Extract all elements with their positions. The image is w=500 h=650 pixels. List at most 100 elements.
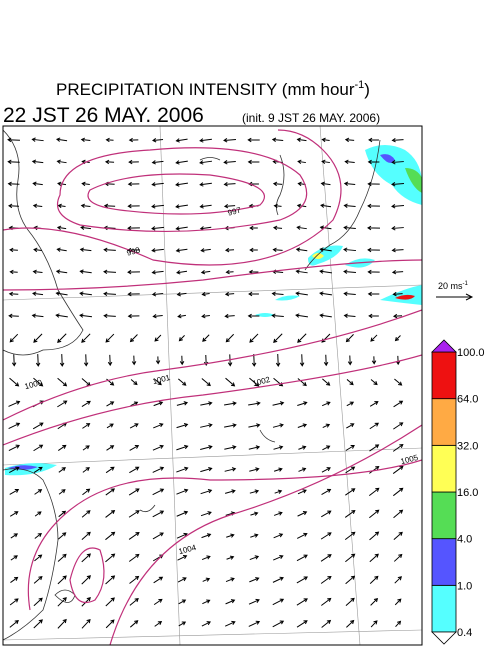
wind-arrow — [393, 531, 403, 540]
wind-arrow — [176, 466, 189, 473]
wind-arrow — [105, 619, 115, 629]
wind-arrow — [249, 577, 260, 583]
wind-arrow — [346, 379, 354, 386]
wind-arrow — [393, 553, 403, 562]
wind-arrow — [250, 511, 259, 516]
wind-arrow — [176, 488, 189, 495]
wind-arrow — [319, 225, 332, 230]
wind-arrow — [321, 619, 332, 628]
wind-arrow — [275, 354, 281, 367]
wind-arrow — [200, 511, 212, 517]
wind-arrow — [272, 598, 285, 606]
colorbar-segment — [431, 491, 457, 540]
wind-arrow — [129, 620, 139, 628]
wind-arrow — [152, 466, 165, 473]
colorbar-label: 1.0 — [457, 580, 472, 592]
wind-arrow — [248, 423, 261, 428]
wind-arrow — [273, 445, 284, 450]
wind-arrow — [128, 510, 140, 518]
graticule — [3, 126, 422, 645]
wind-arrow — [175, 248, 188, 253]
colorbar-segment — [431, 398, 457, 446]
wind-arrow — [105, 531, 116, 541]
wind-arrow — [151, 248, 164, 253]
wind-arrow — [81, 618, 91, 629]
wind-arrow — [199, 182, 212, 187]
wind-arrow — [175, 204, 188, 209]
wind-arrow — [176, 270, 188, 275]
wind-arrow — [199, 204, 212, 209]
wind-arrow — [153, 423, 164, 429]
wind-arrow — [201, 621, 211, 627]
wind-arrow — [273, 511, 283, 516]
wind-arrow — [202, 599, 211, 605]
wind-arrow — [9, 269, 18, 275]
wind-arrow — [320, 181, 331, 186]
wind-arrow — [248, 269, 259, 275]
wind-arrow — [322, 445, 331, 451]
wind-arrow — [153, 401, 164, 407]
wind-arrow — [224, 467, 237, 472]
wind-arrow — [105, 137, 114, 143]
wind-arrow — [225, 577, 235, 583]
wind-arrow — [224, 401, 237, 406]
wind-arrow — [393, 487, 404, 497]
title-end: ) — [364, 80, 370, 99]
wind-arrow — [297, 401, 308, 407]
wind-arrow — [152, 510, 165, 518]
wind-arrow — [319, 269, 332, 274]
wind-arrow — [129, 444, 140, 451]
wind-arrow — [105, 597, 115, 607]
wind-arrow — [224, 247, 235, 253]
wind-arrow — [201, 555, 211, 561]
wind-arrow — [128, 532, 140, 540]
wind-arrow — [8, 422, 21, 430]
valid-time: 22 JST 26 MAY. 2006 — [3, 104, 204, 127]
wind-arrow — [81, 333, 91, 343]
wind-arrow — [81, 378, 91, 387]
wind-arrow — [370, 620, 378, 628]
wind-arrow — [81, 400, 91, 408]
wind-arrow — [200, 489, 213, 495]
wind-arrow — [79, 313, 93, 318]
wind-arrow — [176, 401, 189, 406]
wind-arrow — [9, 466, 20, 474]
wind-arrow — [82, 445, 90, 451]
wind-arrow — [296, 576, 308, 584]
reference-vector — [436, 293, 474, 301]
wind-arrow — [247, 313, 260, 319]
wind-arrow — [344, 509, 356, 518]
wind-arrow — [58, 510, 67, 518]
wind-arrow — [273, 554, 284, 561]
wind-arrow — [225, 377, 236, 387]
wind-arrow — [370, 379, 378, 386]
wind-arrow — [369, 401, 379, 407]
wind-arrow — [202, 577, 211, 582]
wind-arrow — [127, 203, 140, 209]
wind-arrow — [321, 159, 330, 165]
wind-arrow — [103, 291, 116, 297]
wind-arrow — [346, 423, 355, 429]
wind-arrow — [343, 225, 356, 230]
title-text: PRECIPITATION INTENSITY (mm hour — [56, 80, 355, 99]
wind-arrow — [106, 401, 115, 407]
wind-arrow — [127, 181, 140, 187]
wind-arrow — [249, 377, 260, 387]
wind-arrow — [322, 423, 331, 428]
wind-arrow — [151, 270, 164, 275]
wind-arrow — [370, 334, 378, 342]
wind-arrow — [106, 423, 114, 429]
wind-arrow — [33, 619, 43, 629]
wind-arrow — [296, 598, 308, 606]
wind-arrow — [367, 181, 380, 187]
ref-text: 20 ms — [438, 281, 463, 291]
wind-arrow — [343, 313, 356, 318]
wind-arrow — [344, 159, 355, 165]
wind-arrow — [82, 488, 91, 496]
wind-arrow — [155, 356, 161, 365]
wind-arrow — [33, 333, 43, 343]
wind-arrow — [7, 181, 20, 187]
wind-arrow — [9, 598, 19, 606]
wind-arrow — [177, 313, 186, 319]
